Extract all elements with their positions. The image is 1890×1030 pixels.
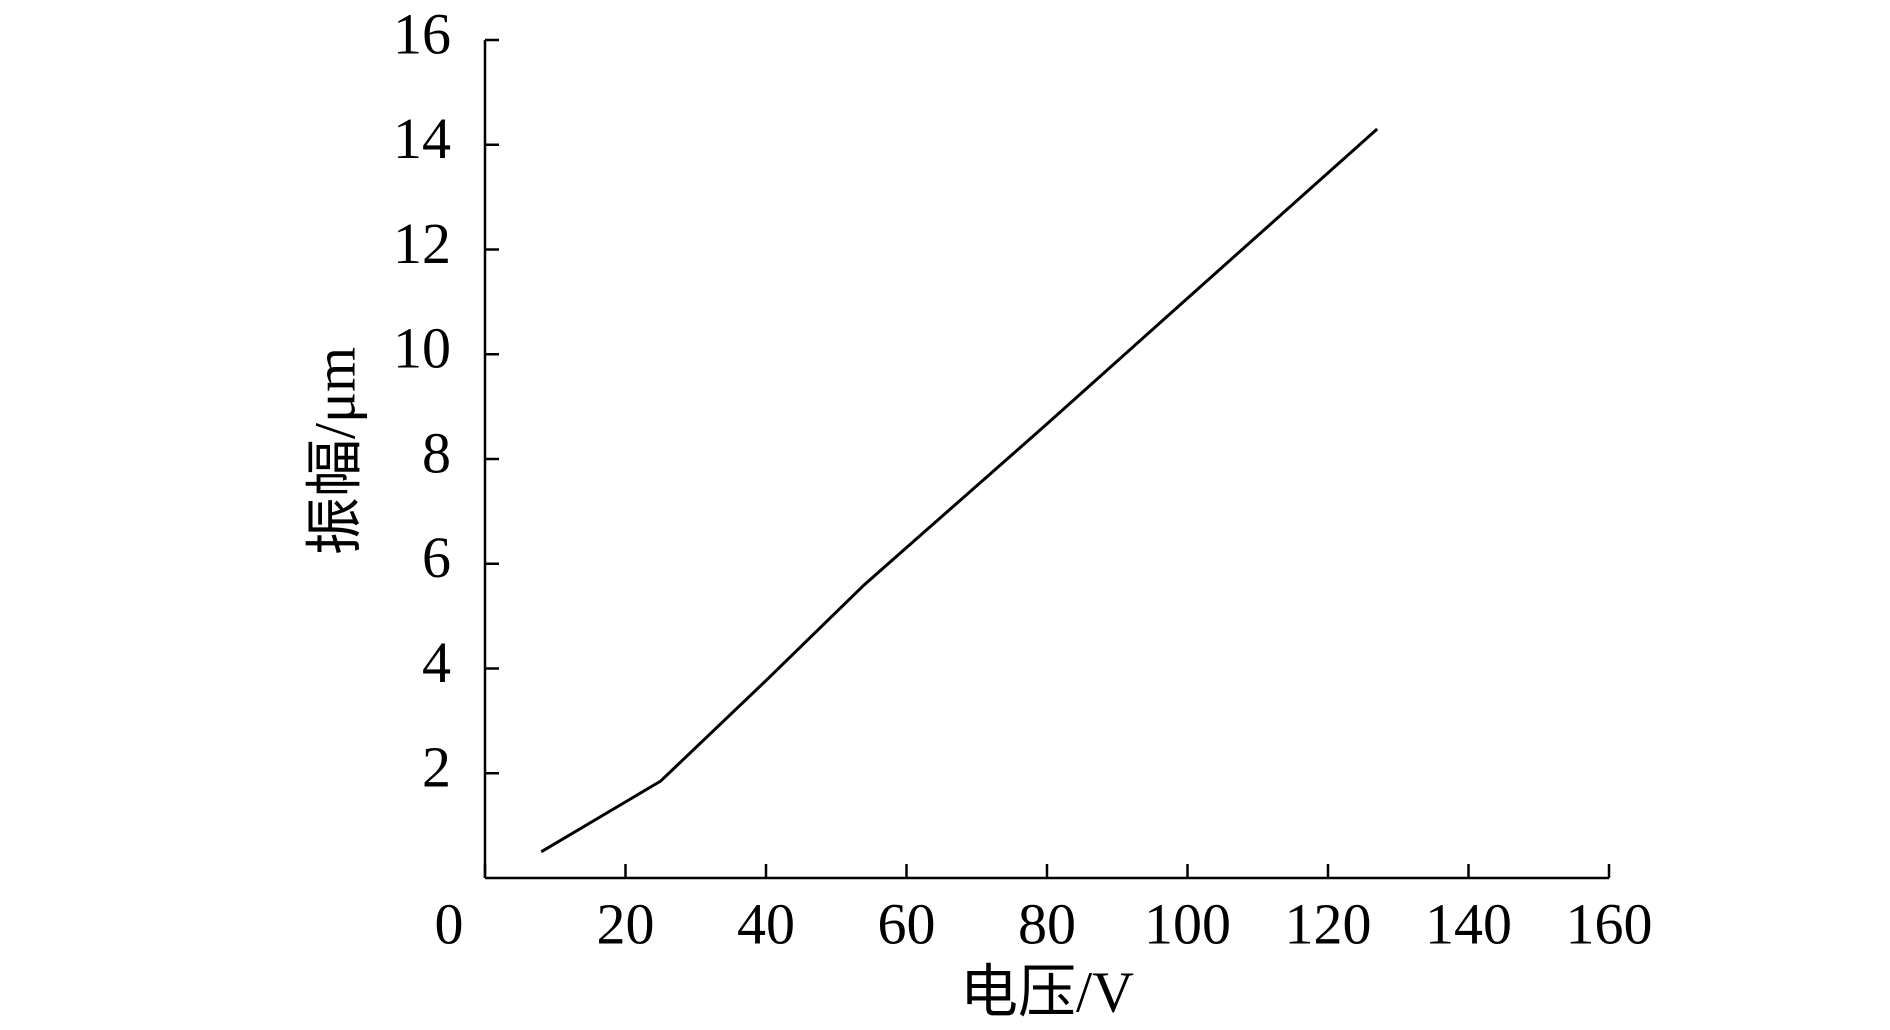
x-tick-label: 60: [878, 891, 936, 956]
x-tick-label: 160: [1566, 891, 1653, 956]
y-tick-label: 16: [393, 1, 451, 66]
y-tick-label: 14: [393, 106, 451, 171]
y-tick-label: 12: [393, 211, 451, 276]
data-line: [540, 127, 1379, 854]
y-tick-label: 10: [393, 316, 451, 381]
x-axis-label: 电压/V: [960, 959, 1134, 1024]
x-tick-label: 20: [597, 891, 655, 956]
x-tick-label: 80: [1018, 891, 1076, 956]
x-tick-label: 40: [737, 891, 795, 956]
y-tick-label: 6: [422, 525, 451, 590]
y-tick-label: 4: [422, 630, 451, 695]
x-tick-label: 120: [1285, 891, 1372, 956]
y-tick-label: 2: [422, 735, 451, 800]
y-axis-label: 振幅/μm: [302, 347, 367, 555]
y-tick-label: 8: [422, 420, 451, 485]
x-tick-label: 100: [1144, 891, 1231, 956]
x-tick-label: 0: [435, 891, 464, 956]
x-tick-label: 140: [1425, 891, 1512, 956]
